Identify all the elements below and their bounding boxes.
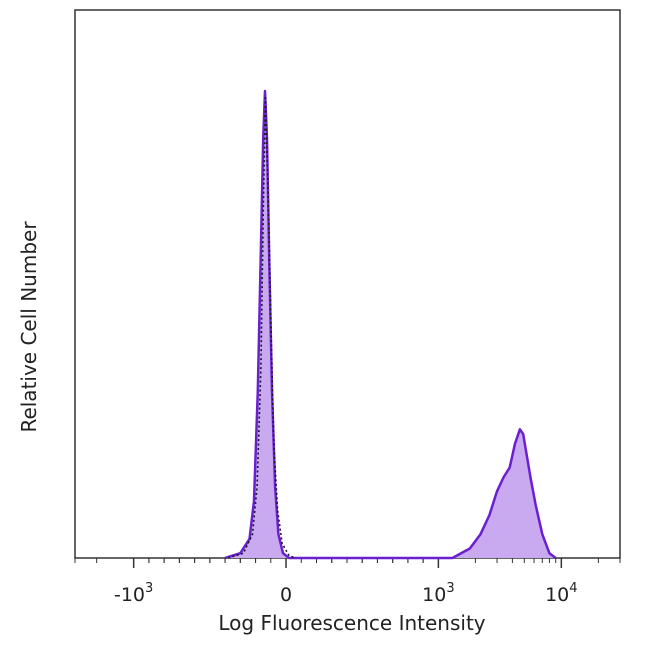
x-tick-labels: -103 0 103 104 — [114, 581, 578, 606]
y-axis-title: Relative Cell Number — [17, 221, 41, 433]
control-histogram-dotted — [227, 95, 296, 559]
x-tick-label: 104 — [545, 581, 577, 606]
series-layer — [224, 89, 557, 560]
histogram-fill — [225, 91, 556, 558]
x-axis-title: Log Fluorescence Intensity — [218, 611, 485, 635]
x-tick-label: 103 — [422, 581, 454, 606]
plot-frame — [74, 9, 621, 559]
x-tick-label: -103 — [114, 581, 153, 606]
histogram-outline — [224, 89, 557, 560]
x-ticks — [74, 558, 621, 568]
x-tick-label: 0 — [280, 584, 292, 606]
